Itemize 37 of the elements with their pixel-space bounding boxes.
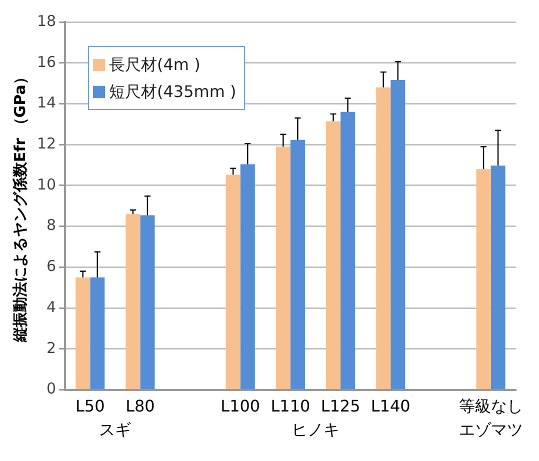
bar — [140, 215, 155, 390]
legend-label: 短尺材(435mm ) — [109, 81, 236, 103]
bar — [90, 277, 105, 390]
y-tick-label: 18 — [36, 12, 56, 30]
x-tick-label: L80 — [126, 396, 155, 416]
legend-label: 長尺材(4m ) — [109, 54, 200, 76]
y-tick-label: 16 — [36, 52, 56, 71]
x-tick-label: L110 — [270, 396, 310, 416]
x-tick-label: L140 — [370, 396, 410, 416]
bar — [490, 166, 506, 390]
y-tick-label: 12 — [36, 134, 56, 152]
text: ヒノキ — [291, 420, 340, 439]
x-tick-label: L50 — [75, 396, 105, 416]
bar — [76, 277, 90, 390]
y-tick-label: 4 — [46, 298, 56, 316]
y-tick-label: 14 — [36, 94, 56, 112]
bar — [376, 87, 391, 390]
bar — [476, 169, 491, 390]
text: エゾマツ — [458, 420, 523, 439]
x-tick-label: L125 — [320, 396, 360, 416]
y-tick-label: 10 — [36, 175, 56, 194]
bar — [226, 174, 240, 390]
x-tick-label: 等級なし — [458, 396, 523, 416]
bar — [340, 112, 356, 390]
bar — [326, 121, 341, 390]
bar — [290, 140, 305, 390]
bar — [390, 80, 406, 390]
y-tick-label: 2 — [46, 338, 56, 357]
bar — [240, 164, 255, 390]
y-tick-label: 6 — [46, 257, 56, 276]
text: スギ — [99, 420, 132, 439]
y-tick-label: 8 — [46, 216, 56, 234]
bar — [276, 146, 290, 390]
bar — [126, 214, 140, 390]
y-axis-title: 縦振動法によるヤング係数Efr （GPa） — [10, 70, 29, 344]
x-tick-label: L100 — [220, 396, 260, 416]
y-tick-label: 0 — [46, 380, 56, 398]
